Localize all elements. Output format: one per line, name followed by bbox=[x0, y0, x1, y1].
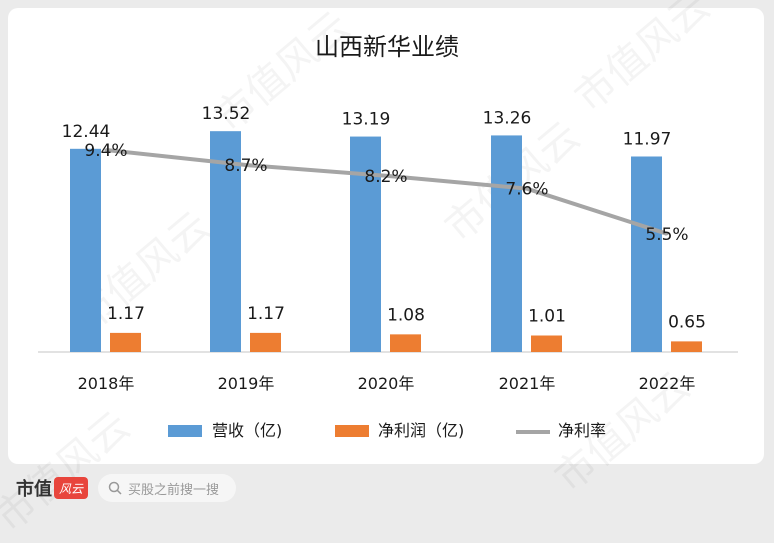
data-label-profit: 0.65 bbox=[668, 312, 706, 332]
data-label-margin: 8.7% bbox=[224, 156, 267, 176]
bar-profit bbox=[531, 335, 562, 352]
data-label-revenue: 12.44 bbox=[62, 122, 111, 142]
legend-swatch-profit bbox=[335, 425, 369, 437]
data-label-margin: 9.4% bbox=[84, 141, 127, 161]
line-point bbox=[244, 163, 248, 167]
data-label-revenue: 13.26 bbox=[483, 108, 532, 128]
x-tick-label: 2021年 bbox=[499, 374, 556, 393]
data-label-margin: 8.2% bbox=[364, 167, 407, 187]
data-label-revenue: 13.52 bbox=[202, 104, 251, 124]
footer: 市值 风云 买股之前搜一搜 bbox=[0, 464, 774, 512]
search-placeholder: 买股之前搜一搜 bbox=[128, 482, 220, 498]
data-label-profit: 1.17 bbox=[247, 304, 285, 324]
legend-label-margin: 净利率 bbox=[558, 421, 606, 440]
line-point bbox=[384, 174, 388, 178]
bar-revenue bbox=[491, 135, 522, 352]
legend-swatch-revenue bbox=[168, 425, 202, 437]
search-icon bbox=[108, 481, 122, 495]
bar-profit bbox=[671, 341, 702, 352]
bar-profit bbox=[390, 334, 421, 352]
bar-revenue bbox=[210, 131, 241, 352]
legend-label-profit: 净利润（亿) bbox=[378, 421, 464, 440]
x-tick-label: 2020年 bbox=[358, 374, 415, 393]
chart-title: 山西新华业绩 bbox=[315, 33, 459, 61]
bar-revenue bbox=[631, 156, 662, 352]
line-point bbox=[525, 187, 529, 191]
line-point bbox=[665, 232, 669, 236]
chart-svg: 山西新华业绩 9.4% 8.7% 8.2% 7.6% 5.5% 12.44 1.17 13.… bbox=[38, 33, 738, 440]
bar-profit bbox=[250, 332, 281, 352]
line-net-margin bbox=[105, 147, 668, 236]
legend-label-revenue: 营收（亿) bbox=[212, 421, 282, 440]
data-label-profit: 1.01 bbox=[528, 307, 566, 327]
data-label-profit: 1.08 bbox=[387, 305, 425, 325]
search-box[interactable]: 买股之前搜一搜 bbox=[98, 474, 236, 502]
data-label-margin: 5.5% bbox=[645, 225, 688, 245]
data-label-revenue: 11.97 bbox=[623, 129, 672, 149]
data-label-margin: 7.6% bbox=[505, 180, 548, 200]
brand-logo: 风云 bbox=[54, 477, 88, 499]
brand-name: 市值 bbox=[16, 479, 52, 500]
bar-revenue bbox=[70, 148, 101, 352]
x-tick-label: 2018年 bbox=[78, 374, 135, 393]
x-tick-label: 2019年 bbox=[218, 374, 275, 393]
data-label-revenue: 13.19 bbox=[342, 110, 391, 130]
bar-profit bbox=[110, 332, 141, 352]
x-tick-label: 2022年 bbox=[639, 374, 696, 393]
line-point bbox=[104, 148, 108, 152]
data-label-profit: 1.17 bbox=[107, 304, 145, 324]
